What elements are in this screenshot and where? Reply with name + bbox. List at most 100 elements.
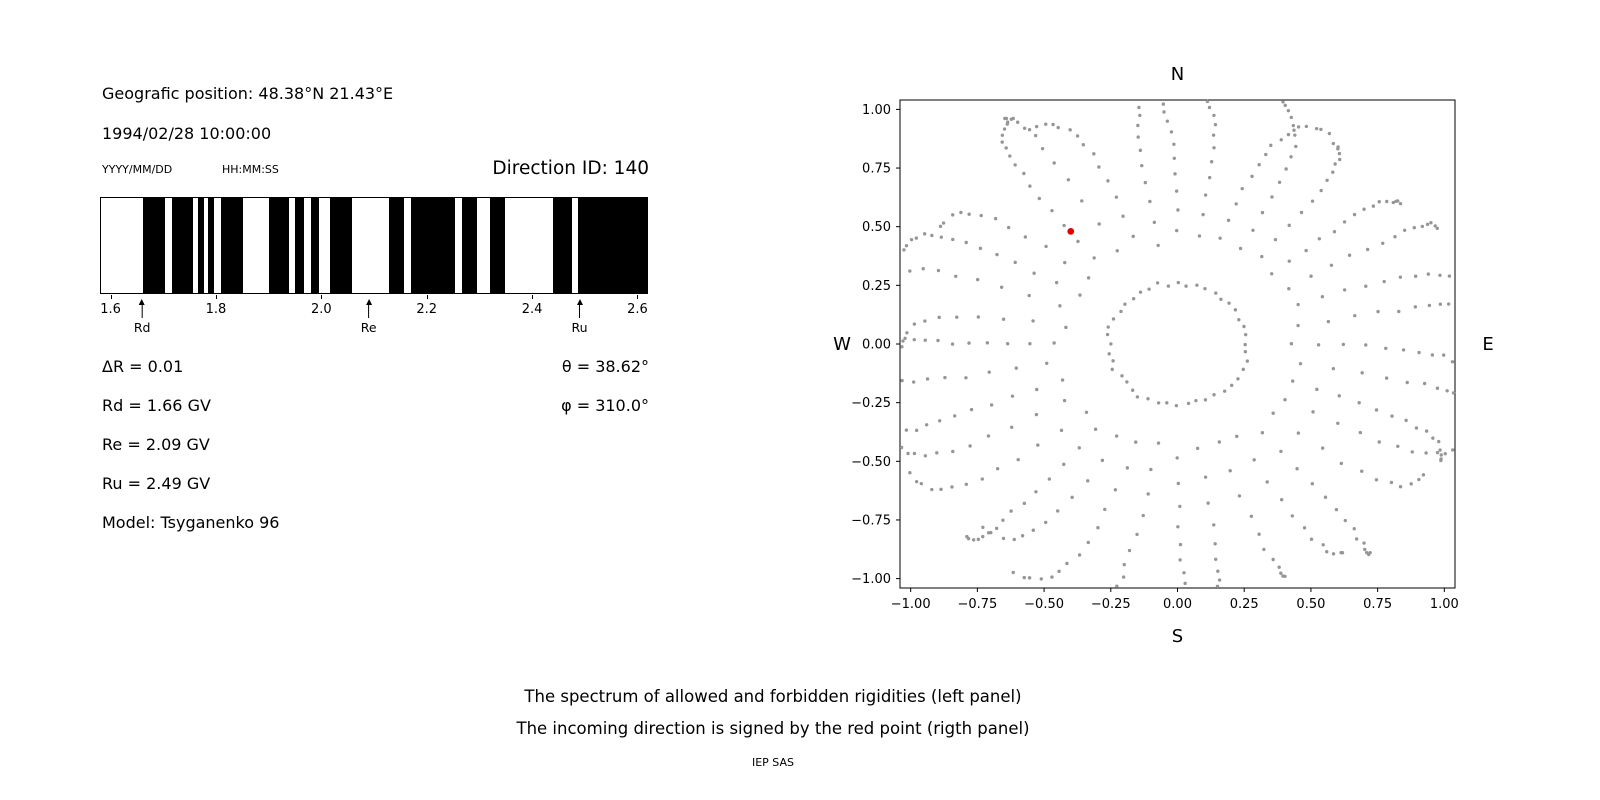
direction-dot [1093,427,1098,431]
direction-dot [909,237,914,242]
direction-dot [1234,202,1238,206]
direction-dot [1015,120,1020,124]
direction-dot [1062,223,1066,228]
direction-dot [1052,341,1056,345]
direction-dot [1245,359,1250,363]
direction-dot [964,482,969,487]
direction-dot [1317,237,1322,241]
forbidden-band [220,198,243,293]
direction-dot [904,244,909,248]
y-tick-label: −0.75 [851,513,891,528]
direction-dot [1265,480,1269,484]
direction-dot [1086,479,1090,483]
direction-dot [1289,342,1294,346]
direction-dot [939,235,944,239]
direction-dot [922,232,927,236]
direction-dot [979,213,983,218]
direction-dot [1047,477,1052,481]
forbidden-band [172,198,193,293]
x-tick-label: 2.6 [627,302,648,317]
direction-dot [906,451,910,456]
direction-dot [1405,380,1409,385]
arrow-stem [578,305,581,318]
direction-dot [1127,548,1132,553]
direction-dot [1121,214,1125,218]
direction-dot [1302,526,1307,530]
direction-dot [950,342,955,346]
direction-dot [1377,200,1381,204]
direction-dot [1077,446,1081,450]
direction-dot [1028,342,1032,346]
direction-dot [1431,436,1435,440]
x-tick-label: 1.6 [100,302,121,317]
direction-dot [936,338,940,343]
direction-dot [1241,367,1245,372]
direction-dot [936,268,941,273]
direction-dot [1106,179,1110,183]
direction-dot [968,444,972,448]
direction-dot [1206,501,1210,505]
direction-dot [1125,466,1130,470]
direction-dot [1031,319,1035,323]
direction-dot [1081,143,1086,147]
direction-dot [1195,446,1200,451]
direction-dot [1138,148,1143,153]
direction-dot [1243,350,1248,354]
x-tick [637,295,639,299]
direction-dot [1260,254,1264,259]
direction-dot [1398,201,1403,206]
direction-dot [1243,342,1247,347]
direction-dot [1032,271,1036,275]
direction-dot [923,319,927,323]
forbidden-band [410,198,455,293]
direction-dot [911,380,916,384]
direction-dot [1016,457,1020,462]
direction-dot [1450,448,1455,452]
x-tick-label: 0.25 [1230,597,1259,612]
direction-dot [1001,317,1006,321]
direction-dot [1364,284,1368,288]
direction-dot [905,331,909,335]
direction-dot [1354,537,1359,541]
direction-dot [1002,127,1007,131]
y-tick-label: −0.25 [851,396,891,411]
direction-dot [1315,387,1319,392]
direction-dot [1327,131,1332,136]
direction-dot [1140,163,1144,168]
incoming-direction-point [1067,227,1075,235]
x-tick-label: 2.2 [416,302,438,317]
direction-dot [1292,128,1296,132]
direction-dot [1027,293,1031,298]
direction-dot [1366,552,1371,557]
direction-dot [1172,156,1176,160]
direction-dot [1146,492,1150,496]
direction-dot [1036,443,1040,447]
direction-dot [1086,276,1091,280]
forbidden-band [577,198,647,293]
direction-dot [1156,401,1161,405]
direction-dot [1131,297,1136,301]
direction-dot [1034,124,1039,129]
direction-dot [1435,450,1440,455]
direction-dot [978,246,983,251]
direction-dot [1162,110,1166,114]
forbidden-band [311,198,320,293]
direction-dot [950,485,954,489]
direction-dot [1121,575,1126,579]
direction-dot [1401,348,1406,352]
direction-dot [1203,475,1208,479]
direction-dot [923,338,927,342]
direction-dot [989,403,994,407]
direction-dot [1039,577,1043,581]
direction-dot [1237,318,1241,322]
direction-dot [1298,361,1303,366]
x-tick-label: −1.00 [891,597,931,612]
direction-dot [1443,452,1447,456]
direction-dot [1445,389,1449,393]
direction-dot [1279,449,1283,454]
direction-dot [923,454,928,458]
direction-dot [952,414,957,418]
direction-dot [1385,199,1389,204]
direction-dot [1333,162,1337,166]
